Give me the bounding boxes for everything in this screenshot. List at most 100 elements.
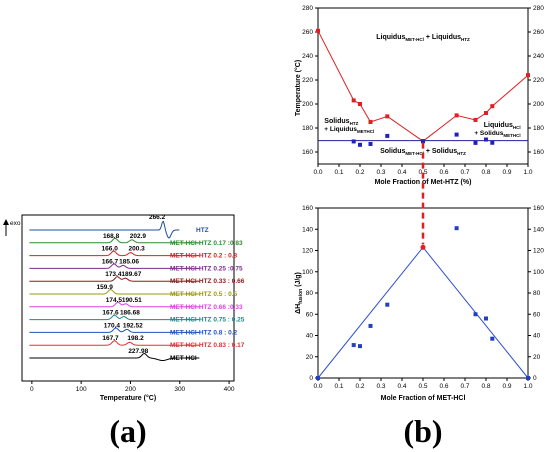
- enthalpy-x-tick-label: 0.3: [376, 383, 385, 390]
- phase-x-tick-label: 1.0: [523, 169, 532, 176]
- dsc-plot-frame: [21, 214, 235, 382]
- enthalpy-x-tick-label: 0.7: [460, 383, 469, 390]
- enthalpy-x-tick-label: 0.2: [355, 383, 364, 390]
- phase-y-axis-label: Temperature (°C): [294, 60, 302, 116]
- enthalpy-y-tick-label-right: 80: [533, 290, 541, 297]
- solidus-point: [385, 133, 390, 138]
- enthalpy-point: [385, 302, 390, 307]
- phase-y-tick-label-right: 280: [533, 5, 544, 12]
- dsc-peak-label: 186.68: [120, 310, 140, 317]
- dsc-peak-label: 192.52: [123, 322, 143, 329]
- dsc-peak-label: 189.67: [121, 271, 141, 278]
- phase-y-tick-label: 200: [302, 101, 313, 108]
- dsc-peak-label: 198.2: [127, 335, 144, 342]
- dsc-series-label: MET-HCl-HTZ 0.17 :0.83: [170, 240, 243, 247]
- dsc-peak-label: 166.0: [102, 246, 119, 253]
- phase-region-label: SolidusMET-HCl + SolidusHTZ: [380, 148, 466, 156]
- dsc-series-label: MET-HCl: [170, 355, 197, 362]
- dsc-peak-label: 168.8: [103, 233, 120, 240]
- dsc-peak-label: 266.2: [149, 214, 166, 221]
- phase-x-tick-label: 0.4: [397, 169, 406, 176]
- phase-x-tick-label: 0.3: [376, 169, 385, 176]
- phase-y-tick-label: 240: [302, 53, 313, 60]
- enthalpy-y-tick-label: 40: [306, 333, 314, 340]
- exo-arrow-icon: [3, 219, 9, 236]
- dsc-peak-label: 174.5: [106, 297, 123, 304]
- dsc-curves: [29, 220, 200, 362]
- dsc-series-label: MET-HCl-HTZ 0.33 : 0.66: [170, 278, 245, 285]
- enthalpy-point: [526, 376, 530, 380]
- liquidus-point: [385, 114, 390, 119]
- enthalpy-y-tick-label-right: 140: [533, 226, 544, 233]
- liquidus-point: [454, 113, 459, 118]
- dsc-peak-label: 202.9: [130, 233, 147, 240]
- dsc-peak-label: 227.98: [128, 348, 148, 355]
- dsc-peak-label: 173.4: [105, 271, 122, 278]
- phase-y-tick-label: 220: [302, 77, 313, 84]
- dsc-peak-label: 200.3: [128, 246, 145, 253]
- dsc-series-label: MET-HCl-HTZ 0.5 : 0.5: [170, 291, 238, 298]
- enthalpy-x-tick-label: 0.0: [313, 383, 322, 390]
- phase-y-tick-label-right: 220: [533, 77, 544, 84]
- phase-region-label: LiquidusMET-HCl + LiquidusHTZ: [376, 34, 470, 42]
- phase-x-tick-label: 0.9: [502, 169, 511, 176]
- dsc-curve: [29, 220, 180, 239]
- enthalpy-y-tick-label: 140: [302, 226, 313, 233]
- enthalpy-point: [358, 344, 362, 349]
- enthalpy-y-tick-label: 60: [306, 311, 314, 318]
- enthalpy-point: [484, 316, 488, 321]
- enthalpy-point: [473, 312, 478, 317]
- phase-x-tick-label: 0.0: [313, 169, 322, 176]
- panel-label-b: (b): [403, 413, 442, 449]
- dsc-x-ticks: 0 100 200 300 400: [30, 381, 235, 393]
- enthalpy-y-tick-label-right: 20: [533, 354, 541, 361]
- phase-y-tick-label: 280: [302, 5, 313, 12]
- enthalpy-x-axis-label: Mole Fraction of MET-HCl: [381, 395, 466, 402]
- dsc-peak-label: 185.06: [119, 258, 139, 265]
- dsc-peak-label: 159.9: [97, 284, 114, 291]
- dsc-series-label: HTZ: [196, 227, 209, 234]
- phase-y-tick-label: 260: [302, 29, 313, 36]
- enthalpy-y-tick-label-right: 40: [533, 333, 541, 340]
- phase-diagram-chart: 0.0 0.1 0.2 0.3 0.4 0.5 0.6 0.7 0.8 0.9 1.0 160 160 1…: [294, 5, 544, 186]
- enthalpy-y-tick-label: 0: [309, 375, 313, 382]
- dsc-x-tick-label: 200: [125, 386, 136, 393]
- dsc-legend: HTZ MET-HCl-HTZ 0.17 :0.83 MET-HCl-HTZ 0.2…: [170, 227, 245, 362]
- phase-ticks: 0.0 0.1 0.2 0.3 0.4 0.5 0.6 0.7 0.8 0.9 1.0 160 160 1…: [302, 5, 544, 176]
- enthalpy-x-tick-label: 0.6: [439, 383, 448, 390]
- dsc-series-label: MET-HCl-HTZ 0.66 :0.33: [170, 304, 243, 311]
- dsc-peak-label: 166.7: [102, 258, 119, 265]
- phase-region-labels: LiquidusMET-HCl + LiquidusHTZSolidusHTZ+…: [324, 34, 520, 156]
- dsc-peak-label: 190.51: [122, 297, 142, 304]
- liquidus-point: [316, 28, 320, 33]
- dsc-curve: [29, 314, 200, 321]
- phase-y-tick-label-right: 160: [533, 149, 544, 156]
- enthalpy-y-tick-label: 100: [302, 269, 313, 276]
- phase-region-label-line2: + SolidusMETHCl: [474, 130, 520, 138]
- dsc-curve: [29, 263, 200, 269]
- phase-y-tick-label-right: 200: [533, 101, 544, 108]
- enthalpy-point: [316, 376, 320, 380]
- liquidus-point: [473, 117, 478, 122]
- liquidus-point: [484, 111, 488, 115]
- phase-x-tick-label: 0.7: [460, 169, 469, 176]
- enthalpy-y-tick-label: 80: [306, 290, 314, 297]
- enthalpy-point: [368, 323, 373, 328]
- enthalpy-ticks: 0.0 0.1 0.2 0.3 0.4 0.5 0.6 0.7 0.8 0.9 1.00 020 204…: [302, 205, 544, 390]
- panel-label-a: (a): [109, 413, 146, 449]
- liquidus-point: [368, 120, 373, 124]
- enthalpy-y-tick-label-right: 0: [533, 375, 537, 382]
- dsc-curve: [29, 352, 200, 362]
- phase-x-tick-label: 0.6: [439, 169, 448, 176]
- solidus-point: [473, 140, 478, 145]
- enthalpy-point: [351, 343, 356, 348]
- enthalpy-triangle-line: [317, 246, 529, 379]
- enthalpy-x-tick-label: 0.8: [481, 383, 490, 390]
- phase-x-tick-label: 0.2: [355, 169, 364, 176]
- phase-region-label: LiquidusHCl: [484, 122, 521, 130]
- phase-region-label-line2: + LiquidusMETHCl: [324, 126, 374, 134]
- enthalpy-x-tick-label: 1.0: [523, 383, 532, 390]
- enthalpy-x-tick-label: 0.1: [334, 383, 343, 390]
- phase-y-tick-label-right: 180: [533, 125, 544, 132]
